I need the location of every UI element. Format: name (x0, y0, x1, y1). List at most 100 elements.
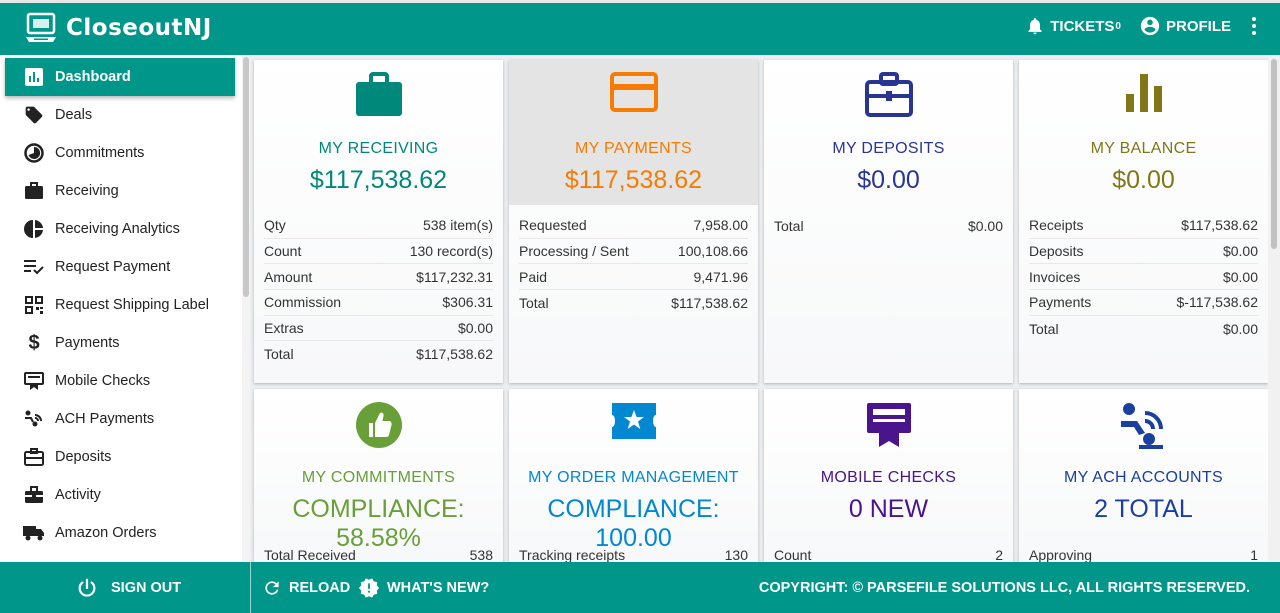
row-label: Receipts (1029, 217, 1084, 234)
pie-chart-icon (23, 218, 45, 240)
whats-new-button[interactable]: WHAT'S NEW? (358, 562, 489, 613)
row-label: Payments (1029, 294, 1092, 311)
row-value: $0.00 (1222, 320, 1258, 337)
row-label: Approving (1029, 546, 1093, 563)
power-icon (78, 578, 96, 597)
card-my-order-management[interactable]: MY ORDER MANAGEMENT COMPLIANCE: 100.00 T… (509, 389, 758, 569)
card-my-commitments[interactable]: MY COMMITMENTS COMPLIANCE: 58.58% Total … (254, 389, 503, 569)
briefcase-outline-icon (764, 72, 1013, 118)
sidebar-item-payments[interactable]: $ Payments (5, 324, 235, 362)
sidebar-item-mobile-checks[interactable]: Mobile Checks (5, 362, 235, 400)
table-row: Payments $-117,538.62 (1029, 290, 1258, 316)
sidebar-item-label: Payments (55, 335, 120, 351)
reload-label: RELOAD (289, 579, 351, 596)
card-value: $0.00 (857, 166, 920, 194)
profile-label: PROFILE (1165, 17, 1231, 35)
bar-chart-icon (23, 66, 45, 88)
row-value: $117,538.62 (416, 346, 493, 363)
row-value: 538 (469, 546, 493, 563)
brand[interactable]: CloseoutNJ (24, 11, 212, 45)
card-my-balance[interactable]: MY BALANCE $0.00 Receipts $117,538.62 Dep… (1019, 60, 1268, 383)
card-value: 0 NEW (848, 495, 929, 523)
card-my-receiving[interactable]: MY RECEIVING $117,538.62 Qty 538 item(s) … (254, 60, 503, 383)
table-row: Count 130 record(s) (264, 239, 493, 265)
bar-chart-icon (1019, 72, 1268, 114)
row-value: $-117,538.62 (1176, 294, 1258, 311)
table-row: Total $117,538.62 (519, 290, 748, 316)
card-title: MOBILE CHECKS (820, 469, 957, 486)
sidebar-item-activity[interactable]: Activity (5, 476, 235, 514)
profile-button[interactable]: PROFILE (1139, 15, 1231, 37)
tickets-button[interactable]: TICKETS 0 (1025, 16, 1121, 36)
sidebar-item-label: Receiving Analytics (55, 221, 180, 237)
whats-new-label: WHAT'S NEW? (387, 579, 490, 596)
card-title: MY BALANCE (1090, 140, 1197, 157)
sidebar-item-request-payment[interactable]: Request Payment (5, 248, 235, 286)
row-value: 9,471.96 (693, 268, 749, 285)
sidebar-item-ach-payments[interactable]: ACH Payments (5, 400, 235, 438)
sidebar-item-deals[interactable]: Deals (5, 96, 235, 134)
refresh-icon (265, 580, 279, 595)
sidebar-item-receiving[interactable]: Receiving (5, 172, 235, 210)
card-title: MY PAYMENTS (574, 140, 693, 157)
sidebar-item-request-shipping-label[interactable]: Request Shipping Label (5, 286, 235, 324)
sidebar-item-label: Commitments (55, 145, 145, 161)
sidebar-scrollbar-thumb[interactable] (243, 57, 249, 297)
copyright-text: COPYRIGHT: © PARSEFILE SOLUTIONS LLC, AL… (758, 579, 1250, 596)
list-check-icon (23, 256, 45, 278)
table-row: Qty 538 item(s) (264, 213, 493, 239)
row-label: Qty (264, 217, 286, 234)
reload-button[interactable]: RELOAD (262, 562, 350, 613)
thumbs-up-icon (254, 401, 503, 449)
table-row: Count 2 (774, 542, 1003, 568)
table-row: Total $117,538.62 (264, 341, 493, 367)
sidebar-item-dashboard[interactable]: Dashboard (5, 58, 235, 96)
sidebar-scrollbar[interactable] (242, 55, 250, 562)
sidebar-item-receiving-analytics[interactable]: Receiving Analytics (5, 210, 235, 248)
table-row: Amount $117,232.31 (264, 264, 493, 291)
app-footer: SIGN OUT RELOAD WHAT'S NEW? COPYRIGHT: ©… (0, 562, 1280, 613)
main-scrollbar[interactable] (1268, 55, 1280, 562)
sidebar-item-label: Deals (55, 107, 93, 123)
table-row: Total $0.00 (1029, 316, 1258, 342)
account-circle-icon (1140, 16, 1160, 36)
row-value: $117,538.62 (671, 294, 748, 311)
sidebar-item-label: Request Payment (55, 259, 171, 275)
row-label: Deposits (1029, 243, 1084, 260)
row-label: Paid (519, 268, 548, 285)
card-my-deposits[interactable]: MY DEPOSITS $0.00 Total $0.00 (764, 60, 1013, 383)
card-title: MY RECEIVING (318, 140, 439, 157)
row-label: Processing / Sent (519, 243, 629, 260)
row-label: Count (774, 546, 812, 563)
card-value: $0.00 (1112, 166, 1175, 194)
card-title: MY ORDER MANAGEMENT (528, 469, 739, 486)
certificate-icon (764, 401, 1013, 449)
main-scrollbar-thumb[interactable] (1271, 59, 1277, 249)
tickets-label: TICKETS (1050, 17, 1115, 35)
row-label: Total Received (264, 546, 356, 563)
sidebar-item-amazon-orders[interactable]: Amazon Orders (5, 514, 235, 552)
pie-circle-icon (23, 142, 45, 164)
row-label: Total (1029, 320, 1059, 337)
more-vert-icon (1252, 17, 1256, 35)
card-title: MY COMMITMENTS (301, 469, 456, 486)
card-mobile-checks[interactable]: MOBILE CHECKS 0 NEW Count 2 (764, 389, 1013, 569)
dashboard-content: MY RECEIVING $117,538.62 Qty 538 item(s) … (250, 55, 1280, 569)
table-row: Approving 1 (1029, 542, 1258, 568)
sign-out-button[interactable]: SIGN OUT (76, 562, 181, 613)
card-my-payments[interactable]: MY PAYMENTS $117,538.62 Requested 7,958.0… (509, 60, 758, 383)
card-value: $117,538.62 (309, 166, 448, 194)
sidebar-item-commitments[interactable]: Commitments (5, 134, 235, 172)
row-value: 2 (995, 546, 1003, 563)
sidebar-item-label: Deposits (55, 449, 112, 465)
sidebar-item-label: Request Shipping Label (55, 297, 209, 313)
table-row: Requested 7,958.00 (519, 213, 748, 239)
bell-icon (1028, 18, 1042, 35)
check-device-icon (23, 370, 45, 392)
card-my-ach-accounts[interactable]: MY ACH ACCOUNTS 2 TOTAL Approving 1 (1019, 389, 1268, 569)
more-menu-button[interactable] (1251, 16, 1262, 36)
app-header: CloseoutNJ TICKETS 0 PROFILE (0, 0, 1280, 55)
table-row: Commission $306.31 (264, 290, 493, 316)
sidebar-item-deposits[interactable]: Deposits (5, 438, 235, 476)
row-value: 130 record(s) (409, 243, 493, 260)
